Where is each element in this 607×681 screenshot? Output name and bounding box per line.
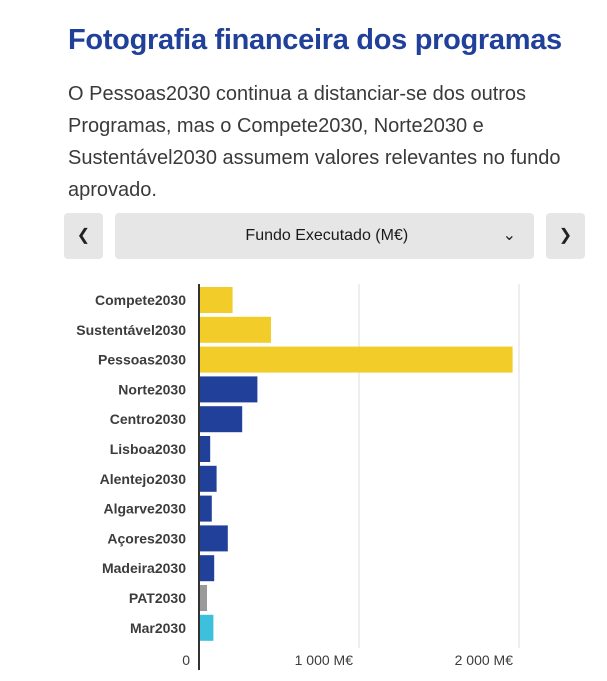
category-label-3: Norte2030: [118, 381, 186, 397]
x-tick-label-2: 2 000 M€: [455, 652, 514, 668]
bar-algarve2030: [200, 495, 212, 522]
page-title: Fotografia financeira dos programas: [68, 24, 562, 56]
bar-mar2030: [200, 614, 214, 641]
bar-alentejo2030: [200, 465, 217, 492]
bar-chart: Compete2030 Sustentável2030 Pessoas2030 Nor…: [76, 284, 520, 670]
chevron-down-icon: ⌄: [502, 227, 516, 244]
bar-pat2030: [200, 585, 207, 611]
bar-pessoas2030: [200, 346, 513, 373]
bar-sustentável2030: [200, 316, 271, 343]
category-label-0: Compete2030: [95, 292, 186, 308]
category-label-9: Madeira2030: [102, 560, 186, 576]
bar-norte2030: [200, 376, 258, 403]
page-subtitle: O Pessoas2030 continua a distanciar-se d…: [68, 83, 561, 201]
category-label-10: PAT2030: [129, 590, 186, 606]
category-label-11: Mar2030: [130, 620, 186, 636]
next-button[interactable]: ❯: [546, 213, 585, 259]
category-label-1: Sustentável2030: [76, 322, 186, 338]
chevron-right-icon: ❯: [558, 227, 573, 244]
chevron-left-icon: ❮: [76, 227, 91, 244]
category-label-7: Algarve2030: [103, 501, 186, 517]
category-label-5: Lisboa2030: [110, 441, 186, 457]
x-tick-label-1: 1 000 M€: [295, 652, 354, 668]
metric-select[interactable]: Fundo Executado (M€) ⌄: [115, 213, 534, 259]
metric-select-value: Fundo Executado (M€): [245, 227, 409, 244]
bar-madeira2030: [200, 555, 215, 582]
bar-lisboa2030: [200, 436, 211, 462]
bar-centro2030: [200, 406, 243, 433]
x-tick-label-0: 0: [182, 652, 190, 668]
category-label-2: Pessoas2030: [98, 352, 186, 368]
category-label-8: Açores2030: [107, 530, 186, 546]
previous-button[interactable]: ❮: [64, 213, 103, 259]
bar-compete2030: [200, 287, 233, 313]
category-label-4: Centro2030: [110, 411, 186, 427]
category-label-6: Alentejo2030: [100, 471, 187, 487]
bar-açores2030: [200, 525, 228, 552]
